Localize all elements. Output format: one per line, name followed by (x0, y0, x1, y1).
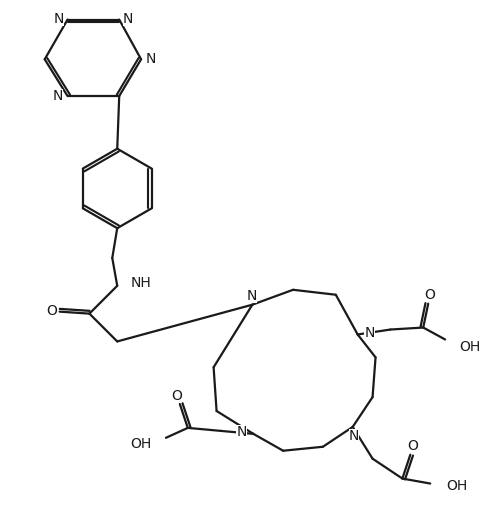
Text: OH: OH (446, 480, 467, 493)
Text: N: N (246, 289, 257, 303)
Text: N: N (52, 89, 63, 103)
Text: O: O (408, 439, 419, 453)
Text: N: N (53, 11, 64, 26)
Text: N: N (146, 52, 156, 66)
Text: O: O (46, 304, 57, 318)
Text: NH: NH (130, 276, 151, 290)
Text: O: O (171, 389, 182, 402)
Text: N: N (364, 325, 375, 340)
Text: O: O (424, 288, 436, 302)
Text: OH: OH (459, 340, 480, 354)
Text: OH: OH (130, 437, 151, 451)
Text: N: N (123, 11, 134, 26)
Text: N: N (348, 429, 359, 443)
Text: N: N (236, 425, 247, 439)
